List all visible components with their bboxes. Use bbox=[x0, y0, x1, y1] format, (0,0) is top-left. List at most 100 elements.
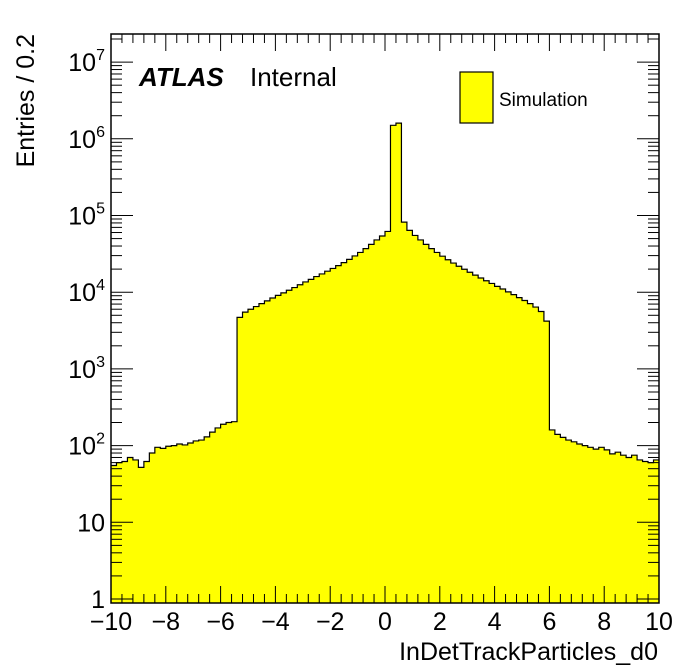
histogram-bar bbox=[187, 443, 194, 603]
x-axis-ticks bbox=[110, 34, 660, 603]
histogram-bar bbox=[549, 429, 556, 603]
histogram-bar bbox=[642, 461, 649, 603]
histogram-bar bbox=[478, 278, 485, 603]
histogram-bar bbox=[352, 255, 358, 603]
histogram-bar bbox=[165, 446, 172, 603]
x-tick-label: 10 bbox=[645, 608, 673, 636]
histogram-bar bbox=[467, 272, 474, 603]
histogram-bar bbox=[363, 248, 369, 603]
histogram-bar bbox=[171, 445, 178, 603]
histogram-bar bbox=[615, 452, 622, 603]
histogram-bar bbox=[226, 422, 232, 603]
legend-entry-simulation: Simulation bbox=[499, 90, 588, 111]
y-tick-label: 105 bbox=[68, 201, 105, 231]
histogram-bar bbox=[527, 303, 534, 603]
histogram-bar bbox=[505, 291, 512, 603]
histogram-bar bbox=[439, 256, 446, 603]
histogram-bar bbox=[368, 244, 375, 603]
x-axis-title: InDetTrackParticles_d0 bbox=[399, 638, 658, 666]
histogram-bar bbox=[374, 239, 380, 603]
histogram-bar bbox=[516, 297, 523, 603]
y-tick-label: 107 bbox=[68, 47, 105, 77]
histogram-bar bbox=[330, 268, 337, 603]
histogram-bar bbox=[576, 443, 583, 603]
histogram-bar bbox=[494, 286, 501, 603]
histogram-bar bbox=[275, 295, 282, 603]
histogram-bar bbox=[626, 457, 632, 603]
legend: Simulation bbox=[459, 71, 588, 124]
histogram-bar bbox=[116, 462, 123, 603]
histogram-bar bbox=[132, 459, 139, 603]
histogram-bar bbox=[176, 443, 183, 603]
histogram-bar bbox=[593, 449, 600, 603]
internal-label: Internal bbox=[250, 62, 337, 92]
histogram-bar bbox=[209, 432, 216, 603]
histogram-bar bbox=[385, 231, 391, 603]
histogram-bar bbox=[483, 280, 490, 603]
histogram-bar bbox=[302, 281, 309, 603]
x-tick-label: 6 bbox=[542, 608, 556, 636]
histogram-bar bbox=[560, 437, 567, 603]
histogram-bar bbox=[631, 455, 638, 603]
histogram-bar bbox=[609, 453, 616, 603]
histogram-bar bbox=[308, 279, 315, 603]
histogram-bar bbox=[522, 300, 528, 603]
histogram-bar bbox=[341, 262, 348, 603]
histogram-bar bbox=[511, 294, 517, 603]
histogram-bar bbox=[489, 283, 495, 603]
x-tick-label: −10 bbox=[90, 608, 132, 636]
x-tick-label: −6 bbox=[206, 608, 235, 636]
histogram-bar bbox=[395, 123, 402, 604]
histogram-bar bbox=[423, 244, 430, 603]
histogram-bar bbox=[653, 459, 660, 603]
histogram-bar bbox=[412, 235, 419, 603]
histogram-bar bbox=[313, 276, 320, 603]
histogram-bar bbox=[220, 424, 227, 603]
histogram-bar bbox=[543, 321, 550, 603]
histogram-bar bbox=[417, 239, 424, 603]
x-tick-label: 4 bbox=[488, 608, 502, 636]
histogram-bar bbox=[346, 259, 353, 603]
x-tick-labels: −10 −8 −6 −4 −2 0 2 4 6 8 10 bbox=[90, 608, 673, 636]
histogram-bar bbox=[160, 448, 167, 603]
histogram-bar bbox=[204, 436, 211, 603]
histogram-bar bbox=[138, 467, 145, 603]
histogram-bar bbox=[456, 266, 463, 603]
histogram-bar bbox=[390, 125, 397, 604]
y-tick-label: 106 bbox=[68, 124, 105, 154]
histogram-bar bbox=[237, 317, 243, 603]
histogram-bar bbox=[335, 265, 342, 603]
histogram-bar bbox=[357, 252, 364, 603]
histogram-bar bbox=[248, 309, 254, 603]
x-tick-label: −2 bbox=[316, 608, 345, 636]
histogram-bar bbox=[121, 461, 128, 603]
histogram-bar bbox=[215, 427, 221, 603]
x-tick-label: −4 bbox=[261, 608, 290, 636]
y-tick-label: 104 bbox=[68, 277, 105, 307]
histogram-bar bbox=[571, 441, 578, 603]
x-tick-label: 2 bbox=[433, 608, 447, 636]
histogram-bar bbox=[620, 455, 627, 603]
histogram-bar bbox=[193, 440, 200, 603]
histogram-bar bbox=[379, 236, 386, 604]
histogram-bar bbox=[582, 445, 589, 603]
histogram-outline bbox=[111, 122, 659, 468]
histogram-bar bbox=[182, 444, 189, 603]
x-tick-label: 0 bbox=[378, 608, 392, 636]
histogram-bar bbox=[324, 271, 331, 603]
histogram-bar bbox=[461, 269, 468, 603]
histogram-bar bbox=[269, 298, 276, 603]
y-tick-label: 102 bbox=[68, 431, 105, 461]
histogram-bar bbox=[149, 453, 156, 603]
histogram-bar bbox=[258, 303, 265, 603]
histogram-bar bbox=[286, 290, 293, 603]
histogram-bar bbox=[127, 457, 134, 603]
histogram-bar bbox=[637, 459, 643, 603]
histogram-bar bbox=[280, 292, 287, 603]
histogram-bar bbox=[264, 300, 271, 603]
histogram-bar bbox=[445, 259, 452, 603]
histogram-bar bbox=[154, 447, 161, 603]
histogram-bar bbox=[500, 289, 506, 603]
histogram-bar bbox=[143, 461, 150, 603]
